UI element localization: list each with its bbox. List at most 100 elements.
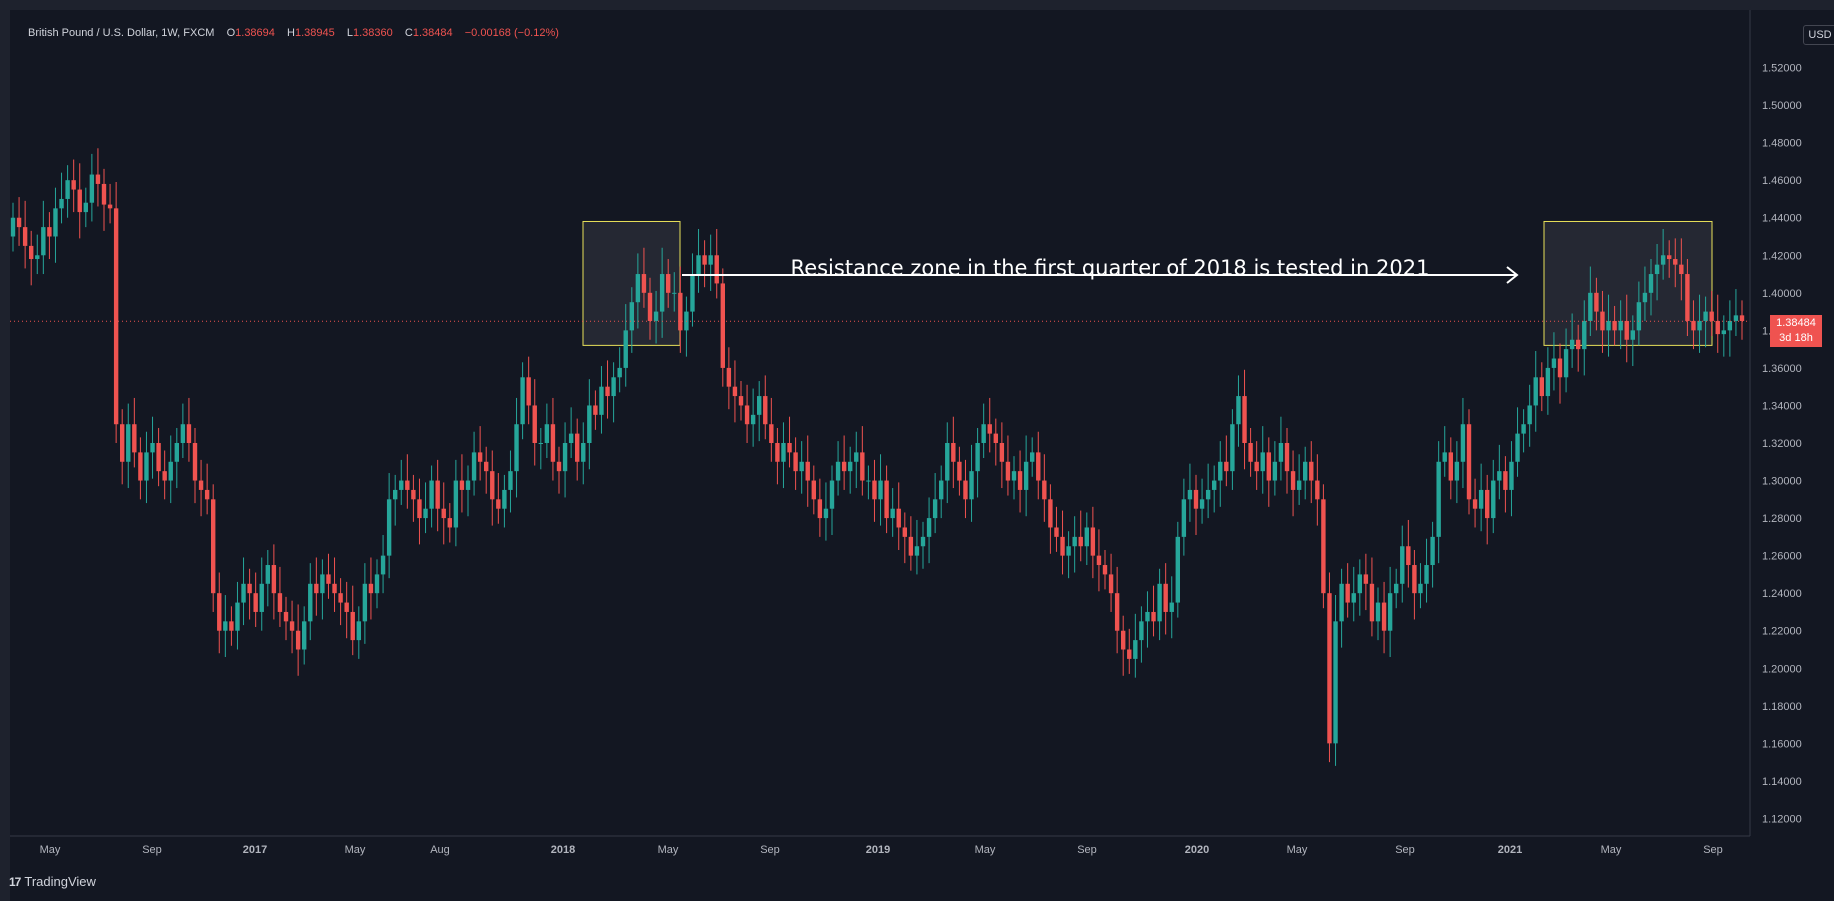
candle-body[interactable]: [1667, 255, 1672, 260]
candle-body[interactable]: [787, 443, 792, 453]
candle-body[interactable]: [939, 480, 944, 500]
candle-body[interactable]: [1412, 565, 1417, 594]
candle-body[interactable]: [423, 508, 428, 519]
candle-body[interactable]: [1363, 574, 1369, 584]
candle-body[interactable]: [647, 292, 653, 321]
candle-body[interactable]: [368, 583, 374, 594]
candle-body[interactable]: [1315, 480, 1320, 500]
candle-body[interactable]: [999, 443, 1005, 462]
candle-body[interactable]: [380, 555, 386, 575]
candle-body[interactable]: [429, 480, 434, 509]
candle-body[interactable]: [1218, 461, 1223, 481]
candle-body[interactable]: [405, 480, 410, 490]
candle-body[interactable]: [1084, 527, 1089, 547]
candle-body[interactable]: [1400, 546, 1405, 584]
candle-body[interactable]: [1509, 461, 1514, 490]
candle-body[interactable]: [1357, 574, 1362, 594]
candle-body[interactable]: [1485, 489, 1490, 519]
candle-body[interactable]: [204, 489, 210, 500]
candle-body[interactable]: [1339, 583, 1344, 622]
candle-body[interactable]: [1394, 583, 1399, 594]
candle-body[interactable]: [951, 443, 956, 462]
candle-body[interactable]: [259, 583, 264, 612]
candle-body[interactable]: [744, 405, 750, 425]
candle-body[interactable]: [211, 499, 216, 594]
candle-body[interactable]: [1272, 461, 1278, 481]
candle-body[interactable]: [223, 621, 228, 631]
candle-body[interactable]: [1594, 292, 1599, 312]
candle-body[interactable]: [860, 452, 865, 481]
candle-body[interactable]: [138, 452, 143, 481]
tradingview-brand[interactable]: 17 TradingView: [9, 874, 96, 889]
candle-body[interactable]: [841, 461, 847, 472]
candle-body[interactable]: [1582, 320, 1587, 350]
candle-body[interactable]: [144, 452, 149, 481]
candle-body[interactable]: [344, 602, 349, 612]
candle-body[interactable]: [1424, 565, 1429, 584]
candle-body[interactable]: [1503, 471, 1508, 490]
candle-body[interactable]: [1569, 339, 1575, 350]
candle-body[interactable]: [441, 508, 446, 519]
candle-body[interactable]: [799, 461, 804, 472]
candle-body[interactable]: [1303, 461, 1308, 481]
candle-body[interactable]: [65, 180, 70, 199]
candle-body[interactable]: [1236, 396, 1241, 425]
candle-body[interactable]: [435, 480, 440, 509]
candle-body[interactable]: [217, 593, 222, 631]
candle-body[interactable]: [653, 311, 659, 321]
candle-body[interactable]: [362, 583, 368, 622]
candle-body[interactable]: [908, 536, 914, 556]
candle-body[interactable]: [1472, 499, 1478, 509]
candle-body[interactable]: [1114, 593, 1120, 631]
currency-button[interactable]: USD: [1803, 25, 1834, 45]
candle-body[interactable]: [720, 283, 725, 368]
candle-body[interactable]: [1309, 461, 1314, 481]
candle-body[interactable]: [1721, 330, 1726, 335]
candle-body[interactable]: [1703, 311, 1708, 321]
candle-body[interactable]: [1011, 471, 1017, 481]
candle-body[interactable]: [35, 255, 40, 260]
candle-body[interactable]: [1545, 367, 1551, 397]
candle-body[interactable]: [477, 452, 483, 462]
candle-body[interactable]: [945, 443, 950, 481]
candle-body[interactable]: [320, 574, 325, 594]
candle-body[interactable]: [374, 574, 380, 594]
candle-body[interactable]: [696, 255, 701, 275]
candle-body[interactable]: [1733, 315, 1739, 321]
candle-body[interactable]: [1739, 315, 1745, 321]
candle-body[interactable]: [1042, 480, 1047, 500]
candle-body[interactable]: [295, 630, 301, 650]
candle-body[interactable]: [1406, 546, 1411, 566]
candle-body[interactable]: [1375, 602, 1381, 622]
candle-body[interactable]: [289, 621, 295, 631]
candle-body[interactable]: [544, 424, 550, 443]
candle-body[interactable]: [302, 621, 307, 650]
candle-body[interactable]: [1017, 471, 1023, 490]
candle-body[interactable]: [1157, 583, 1162, 622]
symbol-title[interactable]: British Pound / U.S. Dollar, 1W, FXCM: [28, 27, 215, 39]
candle-body[interactable]: [1588, 292, 1593, 321]
candle-body[interactable]: [1576, 339, 1581, 350]
candle-body[interactable]: [71, 180, 76, 190]
candle-body[interactable]: [29, 245, 34, 260]
candle-body[interactable]: [271, 565, 277, 594]
candle-body[interactable]: [775, 443, 780, 462]
candle-body[interactable]: [16, 217, 22, 228]
candle-body[interactable]: [690, 274, 695, 312]
candle-body[interactable]: [611, 377, 616, 397]
candle-body[interactable]: [1290, 471, 1296, 490]
candle-body[interactable]: [1023, 461, 1029, 490]
candle-body[interactable]: [1624, 320, 1629, 340]
candle-body[interactable]: [326, 574, 331, 584]
candle-body[interactable]: [514, 424, 519, 472]
candle-body[interactable]: [672, 292, 677, 294]
candle-body[interactable]: [484, 461, 489, 472]
candle-body[interactable]: [1636, 302, 1642, 331]
candle-body[interactable]: [593, 405, 598, 415]
candle-body[interactable]: [453, 480, 459, 528]
candle-body[interactable]: [1212, 480, 1217, 490]
candle-body[interactable]: [186, 424, 192, 443]
candle-body[interactable]: [714, 255, 719, 284]
candle-body[interactable]: [1139, 621, 1144, 641]
candle-body[interactable]: [1642, 292, 1648, 303]
